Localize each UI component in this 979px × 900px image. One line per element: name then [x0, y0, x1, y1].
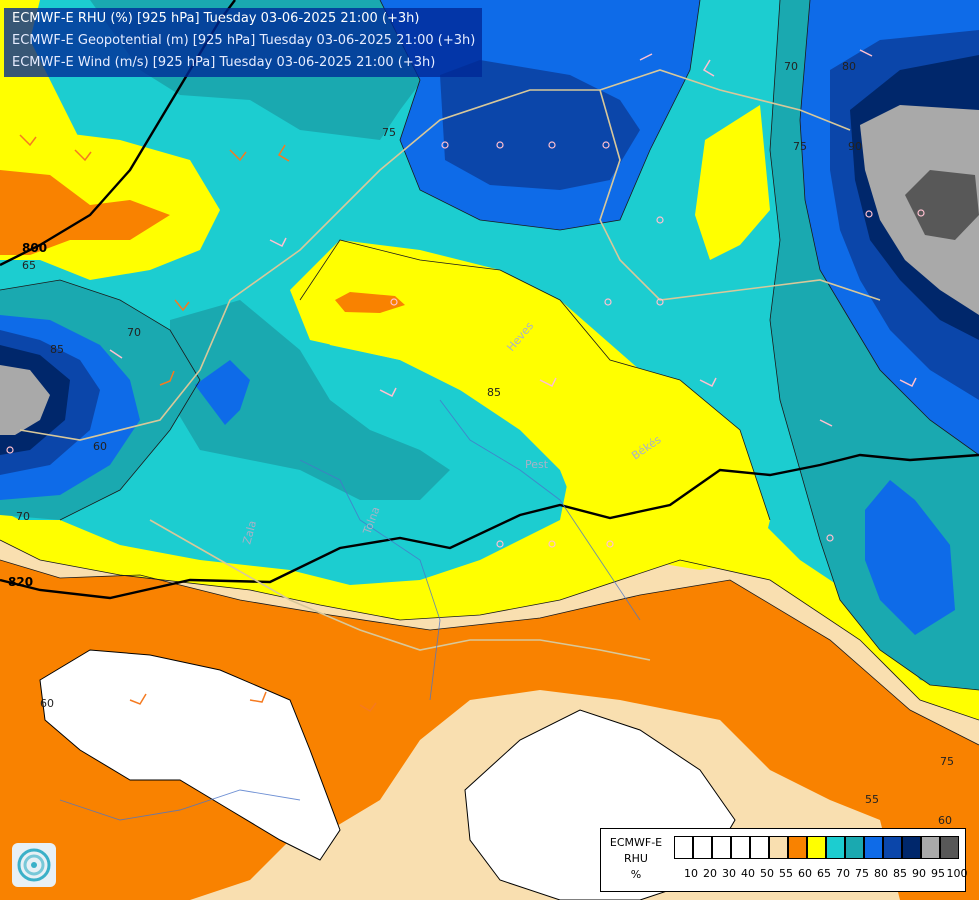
region-label-pest: Pest — [525, 458, 549, 471]
swirl-logo-icon — [17, 848, 51, 882]
geopotential-label-820: 820 — [8, 575, 33, 589]
legend-swatch — [750, 836, 769, 859]
map-title-box: ECMWF-E RHU (%) [925 hPa] Tuesday 03-06-… — [4, 8, 482, 77]
legend-swatch — [864, 836, 883, 859]
rhu-patch-orange-center — [335, 292, 405, 313]
contour-label: 60 — [938, 814, 952, 827]
title-geopotential: ECMWF-E Geopotential (m) [925 hPa] Tuesd… — [12, 33, 476, 48]
legend-tick-label: 30 — [722, 867, 736, 880]
geopotential-label-800: 800 — [22, 241, 47, 255]
legend-title-model: ECMWF-E — [609, 836, 663, 849]
legend-tick-label: 75 — [855, 867, 869, 880]
legend-tick-label: 55 — [779, 867, 793, 880]
wind-barbs — [19, 49, 917, 712]
rivers — [59, 399, 641, 821]
region-label-zala: Zala — [240, 519, 259, 546]
legend-swatch — [845, 836, 864, 859]
title-rhu: ECMWF-E RHU (%) [925 hPa] Tuesday 03-06-… — [12, 11, 420, 26]
legend-title-var: RHU — [624, 852, 648, 865]
legend-swatches — [674, 836, 959, 859]
contour-labels: 75 75 70 70 80 90 85 60 65 70 85 55 60 7… — [16, 60, 954, 827]
borders — [19, 69, 881, 661]
rhu-patch-yellow-center — [300, 240, 770, 570]
legend-tick-label: 50 — [760, 867, 774, 880]
legend-swatch — [902, 836, 921, 859]
legend-swatch — [921, 836, 940, 859]
legend-tick-label: 65 — [817, 867, 831, 880]
legend-tick-label: 80 — [874, 867, 888, 880]
rhu-patch-yellow-ne — [695, 105, 770, 260]
legend-swatch — [769, 836, 788, 859]
legend-title-unit: % — [630, 868, 642, 881]
contour-label: 75 — [940, 755, 954, 768]
legend-tick-label: 70 — [836, 867, 850, 880]
contour-label: 70 — [16, 510, 30, 523]
contour-label: 90 — [848, 140, 862, 153]
contour-label: 55 — [865, 793, 879, 806]
rhu-band-95-100-west — [0, 365, 50, 435]
legend-tick-label: 85 — [893, 867, 907, 880]
legend-swatch — [788, 836, 807, 859]
rhu-band-85-90-north — [440, 60, 640, 190]
color-legend: ECMWF-E RHU % 10 20 30 40 50 55 60 65 70 75 80 85 90… — [600, 828, 968, 892]
contour-label: 65 — [22, 259, 36, 272]
legend-swatch — [826, 836, 845, 859]
rhu-band-75-80-center — [170, 300, 450, 500]
legend-tick-label: 100 — [946, 867, 968, 880]
logo — [12, 843, 56, 887]
contour-label: 75 — [793, 140, 807, 153]
legend-tick-label: 20 — [703, 867, 717, 880]
legend-ticks: 10 20 30 40 50 55 60 65 70 75 80 85 90 95 100 — [674, 867, 968, 881]
contour-label: 70 — [127, 326, 141, 339]
legend-swatch — [674, 836, 693, 859]
contour-label: 80 — [842, 60, 856, 73]
legend-swatch — [883, 836, 902, 859]
legend-tick-label: 95 — [931, 867, 945, 880]
legend-tick-label: 60 — [798, 867, 812, 880]
rhu-patch-white-sw — [39, 649, 341, 861]
rhu-patch-blue-se — [865, 480, 955, 635]
legend-tick-label: 40 — [741, 867, 755, 880]
rhu-contour-lines — [0, 0, 979, 746]
legend-swatch — [807, 836, 826, 859]
contour-label: 60 — [93, 440, 107, 453]
title-wind: ECMWF-E Wind (m/s) [925 hPa] Tuesday 03-… — [12, 55, 436, 70]
legend-swatch — [693, 836, 712, 859]
legend-swatch — [712, 836, 731, 859]
legend-swatch — [940, 836, 959, 859]
contour-label: 85 — [50, 343, 64, 356]
legend-title: ECMWF-E RHU % — [601, 835, 671, 883]
contour-label: 75 — [382, 126, 396, 139]
rhu-band-100-east — [905, 170, 979, 240]
legend-tick-label: 90 — [912, 867, 926, 880]
legend-tick-label: 10 — [684, 867, 698, 880]
contour-label: 60 — [40, 697, 54, 710]
rhu-patch-orange-nw — [0, 170, 170, 255]
contour-label: 70 — [784, 60, 798, 73]
rhu-patch-blue-small — [195, 360, 250, 425]
contour-label: 85 — [487, 386, 501, 399]
legend-swatch — [731, 836, 750, 859]
station-markers — [6, 141, 925, 548]
